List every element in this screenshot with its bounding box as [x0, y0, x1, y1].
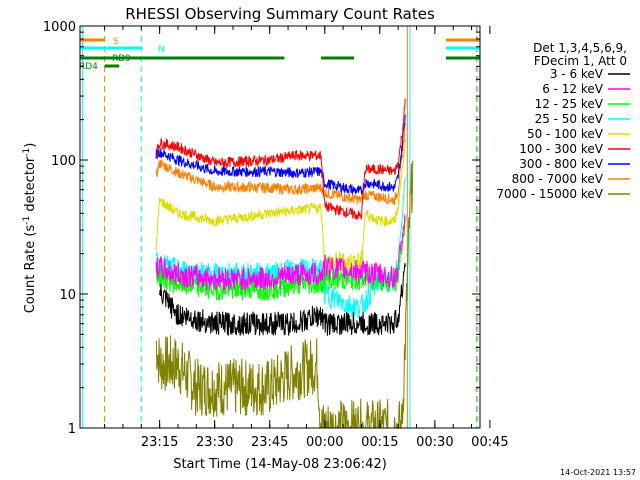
- state-bar-label: S: [113, 37, 119, 47]
- x-tick-label: 00:15: [361, 435, 398, 450]
- y-axis-label-sup2: -1: [22, 148, 32, 157]
- plot-frame: [79, 25, 481, 429]
- x-tick-label: 23:30: [196, 435, 233, 450]
- footer-timestamp: 14-Oct-2021 13:57: [560, 468, 636, 477]
- legend-header: FDecim 1, Att 0: [534, 54, 627, 68]
- y-axis-label: Count Rate (s-1 detector-1): [22, 143, 38, 314]
- x-tick-label: 23:45: [251, 435, 288, 450]
- state-bar-label: N: [158, 45, 165, 55]
- y-axis-label-mid: detector: [23, 156, 38, 216]
- series-lines: [155, 98, 414, 430]
- axes: 1 10 100 1000 23:15 23:30 23:45 00:00 00:15 00:30…: [43, 20, 509, 450]
- series-line: [155, 137, 406, 276]
- y-axis-label-main: Count Rate (s: [23, 225, 38, 314]
- y-axis-label-sup1: -1: [22, 216, 32, 225]
- series-line: [155, 217, 406, 301]
- legend-label: 25 - 50 keV: [535, 112, 604, 126]
- legend-label: 3 - 6 keV: [550, 67, 604, 81]
- legend-label: 300 - 800 keV: [519, 157, 603, 171]
- x-axis-label: Start Time (14-May-08 23:06:42): [173, 457, 387, 472]
- legend-label: 7000 - 15000 keV: [496, 187, 603, 201]
- series-line: [159, 263, 406, 336]
- vertical-markers: [82, 26, 479, 428]
- chart-title: RHESSI Observing Summary Count Rates: [125, 5, 435, 23]
- y-tick-label: 100: [51, 154, 76, 169]
- series-line: [155, 123, 406, 206]
- plot-area: [80, 26, 480, 428]
- series-line: [155, 214, 406, 291]
- x-tick-label: 00:30: [416, 435, 453, 450]
- legend: Det 1,3,4,5,6,9,FDecim 1, Att 03 - 6 keV…: [496, 41, 630, 201]
- state-bar-label: RD9: [112, 54, 131, 64]
- legend-header: Det 1,3,4,5,6,9,: [533, 41, 627, 55]
- legend-label: 6 - 12 keV: [542, 82, 604, 96]
- state-bars: S N RD9 RD4: [79, 37, 480, 72]
- legend-label: 50 - 100 keV: [527, 127, 604, 141]
- series-line: [155, 98, 406, 220]
- x-tick-label: 00:45: [471, 435, 508, 450]
- legend-label: 800 - 7000 keV: [512, 172, 604, 186]
- y-axis-label-end: ): [23, 143, 38, 148]
- legend-label: 12 - 25 keV: [535, 97, 604, 111]
- legend-label: 100 - 300 keV: [519, 142, 603, 156]
- state-bar-label: RD4: [79, 62, 98, 72]
- x-tick-label: 00:00: [306, 435, 343, 450]
- x-tick-label: 23:15: [141, 435, 178, 450]
- y-tick-label: 1000: [43, 20, 76, 35]
- y-tick-label: 1: [68, 422, 76, 437]
- y-tick-label: 10: [59, 288, 76, 303]
